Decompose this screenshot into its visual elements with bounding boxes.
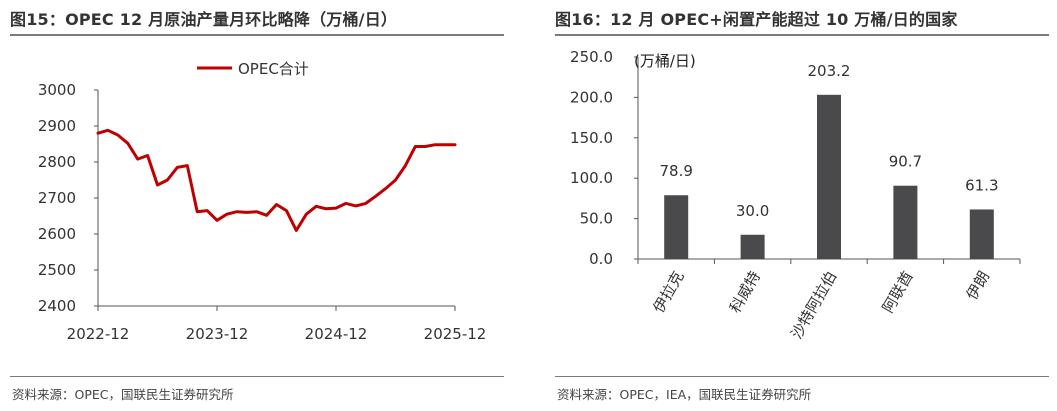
data-point — [424, 145, 427, 148]
bar — [969, 209, 994, 259]
bar — [664, 195, 689, 259]
data-point — [444, 143, 446, 146]
data-label: 78.9 — [659, 162, 692, 180]
data-label: 90.7 — [889, 153, 922, 171]
data-point — [295, 229, 298, 232]
y-tick-label: 250.0 — [570, 48, 613, 66]
category-label: 伊拉克 — [650, 268, 688, 316]
data-point — [325, 208, 327, 210]
data-point — [107, 129, 109, 132]
y-tick-label: 100.0 — [570, 169, 613, 187]
data-label: 61.3 — [965, 176, 998, 194]
category-label: 科威特 — [726, 268, 764, 316]
data-point — [275, 203, 278, 206]
data-point — [285, 209, 288, 212]
legend-label: OPEC合计 — [238, 60, 309, 78]
data-point — [166, 179, 169, 181]
y-tick-label: 50.0 — [580, 210, 613, 228]
data-point — [414, 145, 417, 148]
y-tick-label: 2500 — [38, 261, 76, 279]
y-axis-unit: (万桶/日) — [634, 52, 696, 70]
x-tick-label: 2025-12 — [424, 325, 487, 343]
y-tick-label: 0.0 — [589, 250, 613, 268]
bar — [817, 94, 841, 260]
data-label: 203.2 — [808, 62, 851, 80]
source-note: 资料来源：OPEC，IEA，国联民生证券研究所 — [557, 387, 812, 402]
data-point — [374, 195, 377, 197]
y-tick-label: 150.0 — [570, 129, 613, 147]
y-tick-label: 200.0 — [570, 88, 613, 106]
data-point — [176, 166, 179, 169]
data-point — [126, 142, 129, 145]
data-point — [404, 164, 407, 167]
panel-spare-capacity: 图16：12 月 OPEC+闲置产能超过 10 万桶/日的国家 0.0 50.0 1… — [545, 0, 1057, 411]
data-point — [335, 207, 337, 209]
data-label: 30.0 — [736, 202, 769, 220]
title-divider — [555, 34, 1049, 36]
data-point — [255, 210, 258, 213]
series-line-opec — [96, 128, 457, 232]
category-label: 伊朗 — [963, 268, 994, 303]
bar — [740, 234, 765, 259]
category-label: 阿联酋 — [879, 268, 917, 316]
data-point — [146, 154, 149, 157]
data-point — [315, 205, 317, 208]
y-tick-label: 3000 — [38, 81, 76, 99]
data-point — [136, 158, 139, 160]
source-note: 资料来源：OPEC，国联民生证券研究所 — [12, 387, 234, 402]
x-tick-label: 2024-12 — [305, 325, 368, 343]
source-divider — [10, 376, 504, 377]
data-point — [305, 213, 308, 215]
data-point — [434, 143, 436, 146]
y-tick-label: 2700 — [38, 189, 76, 207]
title-divider — [10, 34, 504, 36]
data-point — [265, 214, 268, 217]
y-tick-label: 2800 — [38, 153, 76, 171]
panel-opec-production: 图15：OPEC 12 月原油产量月环比略降（万桶/日） 2400 2500 260… — [0, 0, 512, 411]
data-point — [196, 210, 198, 213]
data-point — [236, 210, 238, 213]
x-tick-label: 2023-12 — [186, 325, 249, 343]
data-point — [186, 164, 189, 167]
figure-title: 图15：OPEC 12 月原油产量月环比略降（万桶/日） — [10, 10, 398, 29]
data-point — [384, 187, 387, 190]
data-point — [394, 179, 397, 181]
data-point — [216, 219, 218, 222]
data-point — [355, 205, 357, 207]
y-tick-label: 2600 — [38, 225, 76, 243]
data-point — [345, 202, 347, 205]
bar-chart: 0.0 50.0 100.0 150.0 200.0 250.0 (万桶/日) 78.9 伊拉克… — [570, 48, 1021, 342]
category-label: 沙特阿拉伯 — [787, 268, 840, 342]
data-point — [156, 184, 159, 186]
data-point — [226, 213, 228, 215]
data-point — [245, 211, 248, 214]
data-point — [206, 209, 208, 212]
bar — [893, 185, 918, 259]
line-chart: 2400 2500 2600 2700 2800 2900 3000 2022-12 2023-… — [38, 60, 487, 343]
figure-title: 图16：12 月 OPEC+闲置产能超过 10 万桶/日的国家 — [555, 10, 958, 29]
data-point — [364, 202, 367, 205]
data-point — [454, 143, 456, 146]
source-divider — [555, 376, 1049, 377]
data-point — [117, 134, 119, 136]
x-tick-label: 2022-12 — [67, 325, 130, 343]
y-tick-label: 2400 — [38, 297, 76, 315]
y-tick-label: 2900 — [38, 117, 76, 135]
data-point — [97, 132, 99, 134]
